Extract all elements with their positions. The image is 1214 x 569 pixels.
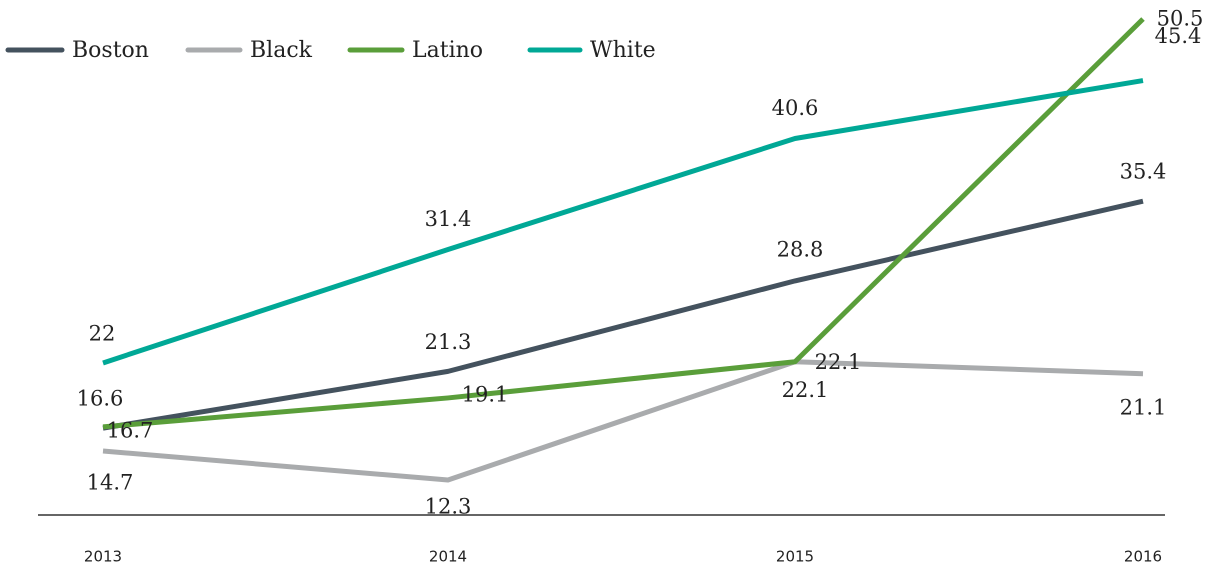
legend-label: Boston (72, 38, 149, 63)
x-tick-label: 2015 (776, 548, 814, 566)
data-label: 19.1 (462, 382, 509, 406)
data-label: 21.3 (425, 330, 472, 354)
data-label: 45.4 (1155, 24, 1202, 48)
data-label: 16.7 (107, 418, 154, 442)
data-label: 14.7 (87, 471, 134, 495)
x-tick-label: 2013 (84, 548, 122, 566)
data-label: 16.6 (77, 387, 124, 411)
data-label: 22.1 (815, 350, 862, 374)
series-line (102, 78, 1144, 366)
series-line (102, 359, 1144, 483)
data-label: 28.8 (777, 237, 824, 261)
x-tick-label: 2016 (1124, 548, 1162, 566)
data-label: 35.4 (1120, 160, 1167, 184)
series-line (102, 17, 1145, 430)
data-label: 12.3 (425, 495, 472, 519)
data-label: 21.1 (1120, 395, 1167, 419)
data-label: 40.6 (772, 96, 819, 120)
x-tick-label: 2014 (429, 548, 467, 566)
data-label: 22 (89, 321, 116, 345)
data-label: 22.1 (782, 378, 829, 402)
data-label: 50.5 (1157, 7, 1204, 31)
data-label: 31.4 (425, 207, 472, 231)
legend-label: Black (250, 38, 313, 63)
legend-label: Latino (412, 38, 483, 63)
legend-label: White (590, 38, 656, 63)
series-line (102, 198, 1144, 431)
